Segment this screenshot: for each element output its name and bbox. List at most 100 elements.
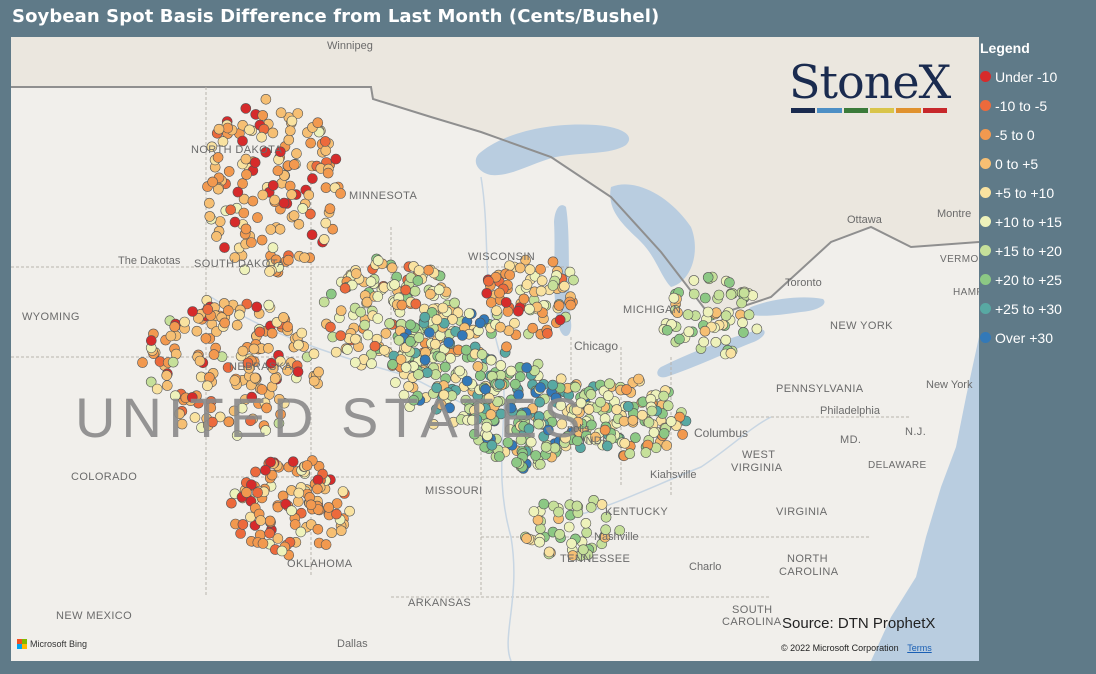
- basis-point[interactable]: [335, 525, 347, 537]
- basis-point[interactable]: [559, 280, 570, 292]
- basis-point[interactable]: [207, 176, 218, 188]
- basis-point[interactable]: [204, 197, 215, 209]
- basis-point[interactable]: [272, 165, 284, 176]
- basis-point[interactable]: [245, 415, 256, 427]
- basis-point[interactable]: [266, 327, 278, 339]
- basis-point[interactable]: [474, 317, 486, 329]
- basis-point[interactable]: [379, 344, 390, 356]
- basis-point[interactable]: [206, 141, 218, 153]
- basis-point[interactable]: [460, 344, 472, 356]
- basis-point[interactable]: [431, 382, 443, 394]
- basis-point[interactable]: [550, 392, 562, 404]
- basis-point[interactable]: [366, 358, 377, 370]
- basis-point[interactable]: [264, 527, 275, 539]
- basis-point[interactable]: [260, 425, 271, 436]
- basis-point[interactable]: [252, 487, 263, 498]
- basis-point[interactable]: [318, 296, 330, 308]
- basis-point[interactable]: [590, 431, 601, 443]
- basis-point[interactable]: [293, 339, 304, 351]
- basis-point[interactable]: [737, 317, 748, 329]
- basis-point[interactable]: [305, 208, 316, 220]
- basis-point[interactable]: [179, 316, 190, 328]
- basis-point[interactable]: [698, 336, 710, 348]
- basis-point[interactable]: [643, 417, 655, 428]
- basis-point[interactable]: [265, 456, 276, 468]
- basis-point[interactable]: [439, 361, 451, 373]
- basis-point[interactable]: [264, 515, 276, 527]
- basis-point[interactable]: [260, 464, 271, 476]
- basis-point[interactable]: [299, 252, 310, 263]
- basis-point[interactable]: [661, 324, 673, 336]
- basis-point[interactable]: [327, 223, 339, 235]
- basis-point[interactable]: [570, 381, 581, 393]
- basis-point[interactable]: [583, 403, 595, 415]
- basis-point[interactable]: [387, 359, 398, 370]
- basis-point[interactable]: [409, 285, 421, 297]
- basis-point[interactable]: [640, 447, 652, 458]
- basis-point[interactable]: [461, 375, 473, 387]
- basis-point[interactable]: [293, 219, 305, 230]
- basis-point[interactable]: [566, 538, 577, 549]
- basis-point[interactable]: [263, 299, 275, 311]
- basis-point[interactable]: [421, 367, 433, 379]
- basis-point[interactable]: [318, 234, 330, 245]
- basis-point[interactable]: [273, 393, 285, 405]
- basis-point[interactable]: [725, 289, 737, 300]
- basis-point[interactable]: [274, 224, 286, 235]
- basis-point[interactable]: [331, 508, 342, 520]
- legend-item[interactable]: -5 to 0: [980, 120, 1062, 149]
- legend-item[interactable]: Over +30: [980, 323, 1062, 352]
- basis-point[interactable]: [291, 148, 302, 159]
- basis-point[interactable]: [267, 127, 279, 139]
- basis-point[interactable]: [677, 429, 688, 440]
- basis-point[interactable]: [658, 428, 670, 439]
- basis-point[interactable]: [137, 357, 148, 368]
- basis-point[interactable]: [413, 265, 425, 276]
- basis-point[interactable]: [284, 125, 296, 136]
- legend-item[interactable]: 0 to +5: [980, 149, 1062, 178]
- basis-point[interactable]: [288, 159, 300, 170]
- basis-point[interactable]: [443, 337, 454, 348]
- basis-point[interactable]: [240, 223, 252, 235]
- basis-point[interactable]: [630, 432, 641, 444]
- basis-point[interactable]: [312, 474, 324, 486]
- basis-point[interactable]: [286, 115, 298, 127]
- basis-point[interactable]: [214, 216, 226, 227]
- basis-point[interactable]: [494, 451, 505, 462]
- basis-point[interactable]: [543, 546, 555, 558]
- basis-point[interactable]: [303, 189, 315, 201]
- basis-point[interactable]: [246, 479, 257, 491]
- basis-point[interactable]: [324, 203, 336, 214]
- basis-point[interactable]: [438, 389, 450, 401]
- basis-point[interactable]: [622, 401, 634, 412]
- basis-point[interactable]: [483, 275, 494, 287]
- basis-point[interactable]: [405, 319, 416, 331]
- basis-point[interactable]: [145, 376, 157, 388]
- basis-point[interactable]: [249, 372, 261, 384]
- basis-point[interactable]: [554, 314, 566, 326]
- basis-point[interactable]: [326, 527, 338, 539]
- basis-point[interactable]: [359, 319, 371, 331]
- basis-point[interactable]: [527, 322, 539, 334]
- basis-point[interactable]: [410, 298, 422, 310]
- basis-point[interactable]: [614, 525, 626, 536]
- basis-point[interactable]: [257, 110, 268, 121]
- basis-point[interactable]: [580, 517, 592, 529]
- basis-point[interactable]: [248, 343, 260, 355]
- basis-point[interactable]: [525, 436, 537, 448]
- basis-point[interactable]: [611, 404, 623, 415]
- basis-point[interactable]: [520, 254, 531, 266]
- basis-point[interactable]: [595, 396, 606, 408]
- basis-point[interactable]: [699, 325, 711, 337]
- basis-point[interactable]: [257, 189, 269, 201]
- basis-point[interactable]: [720, 310, 732, 322]
- basis-point[interactable]: [275, 146, 286, 158]
- basis-point[interactable]: [513, 389, 524, 401]
- basis-point[interactable]: [260, 147, 272, 158]
- basis-point[interactable]: [485, 409, 497, 420]
- basis-point[interactable]: [502, 306, 514, 317]
- basis-point[interactable]: [390, 377, 401, 388]
- basis-point[interactable]: [207, 416, 218, 428]
- basis-point[interactable]: [542, 328, 553, 339]
- basis-point[interactable]: [344, 505, 355, 517]
